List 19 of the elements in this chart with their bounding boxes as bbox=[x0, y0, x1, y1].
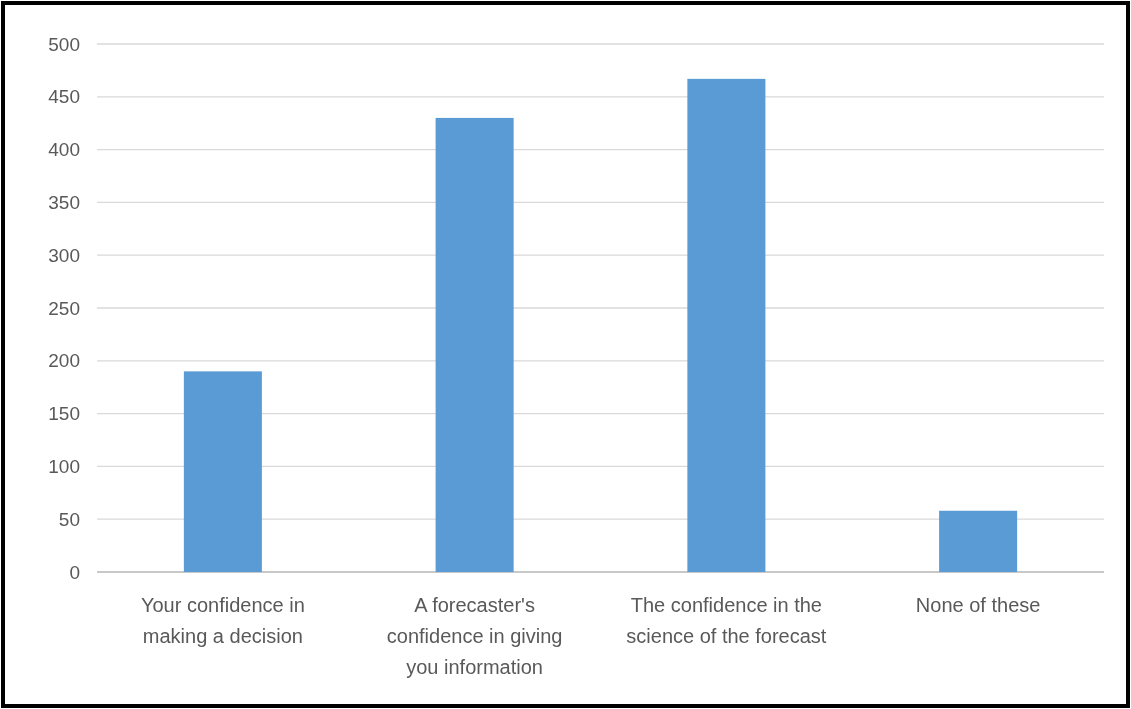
y-tick-label: 250 bbox=[48, 297, 80, 319]
x-tick-label: None of these bbox=[915, 594, 1041, 616]
y-tick-label: 450 bbox=[48, 86, 80, 108]
bar bbox=[183, 371, 262, 572]
x-tick-label: A forecaster's confidence in giving you information bbox=[386, 594, 563, 678]
bar bbox=[939, 510, 1018, 572]
y-tick-label: 100 bbox=[48, 456, 80, 478]
y-tick-label: 0 bbox=[69, 561, 80, 583]
y-tick-label: 400 bbox=[48, 139, 80, 161]
y-tick-label: 150 bbox=[48, 403, 80, 425]
bar bbox=[687, 78, 766, 572]
y-tick-label: 300 bbox=[48, 244, 80, 266]
y-tick-label: 200 bbox=[48, 350, 80, 372]
x-tick-label: The confidence in the science of the forecast bbox=[626, 594, 827, 647]
y-tick-label: 50 bbox=[58, 508, 80, 530]
bar bbox=[435, 117, 514, 572]
y-tick-label: 350 bbox=[48, 192, 80, 214]
x-tick-label: Your confidence in making a decision bbox=[140, 594, 305, 647]
y-tick-label: 500 bbox=[48, 33, 80, 55]
